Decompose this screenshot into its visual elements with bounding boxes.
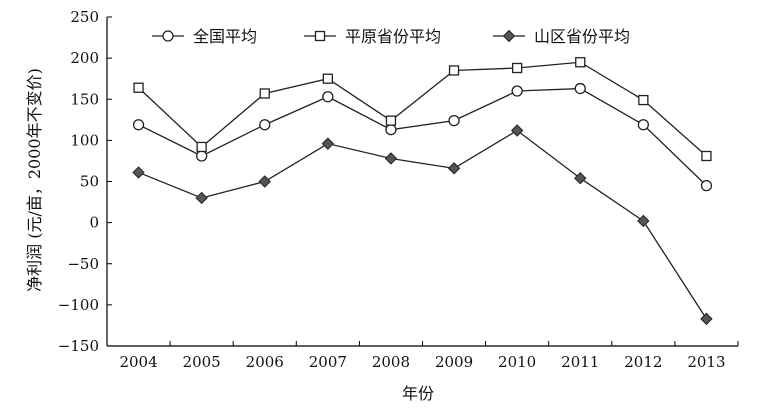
data-point (638, 94, 649, 106)
series-3 (132, 124, 713, 326)
data-point (322, 73, 334, 84)
x-tick-label: 2010 (498, 353, 536, 371)
data-point (385, 124, 397, 136)
data-point (511, 85, 523, 97)
legend: 全国平均 平原省份平均 山区省份平均 (152, 27, 630, 46)
x-axis-ticks: 2004 2005 2006 2007 2008 2009 2010 2011 2012 2013 (106, 341, 739, 371)
data-point (259, 119, 271, 131)
series-line (138, 129, 707, 320)
data-point (195, 191, 208, 205)
data-point (574, 172, 587, 185)
legend-marker (162, 30, 174, 42)
y-tick-label: −150 (58, 337, 99, 355)
y-tick-label: 200 (70, 49, 99, 67)
data-point (447, 162, 461, 175)
legend-marker (314, 30, 326, 42)
data-point (384, 152, 398, 165)
legend-item-1: 全国平均 (152, 27, 257, 46)
data-point (512, 62, 523, 74)
x-tick-label: 2011 (561, 353, 599, 371)
series-2 (133, 57, 712, 162)
legend-marker (502, 29, 516, 43)
y-tick-label: 150 (70, 90, 99, 108)
y-axis-title: 净利润 (元/亩，2000年不变价) (25, 68, 44, 292)
series-group (132, 57, 713, 326)
data-point (259, 88, 270, 99)
y-tick-label: 250 (70, 8, 99, 26)
y-tick-label: −50 (67, 255, 99, 273)
data-point (321, 137, 335, 150)
legend-label: 山区省份平均 (534, 27, 630, 46)
series-1 (132, 82, 713, 192)
x-tick-label: 2008 (372, 353, 410, 371)
data-point (700, 179, 713, 192)
data-point (637, 214, 650, 228)
data-point (637, 119, 649, 131)
data-point (132, 166, 145, 179)
data-point (385, 115, 397, 126)
legend-item-2: 平原省份平均 (304, 27, 441, 46)
x-tick-label: 2007 (309, 353, 347, 371)
data-point (133, 82, 144, 93)
data-point (196, 141, 207, 153)
y-tick-label: 100 (70, 131, 99, 149)
data-point (574, 82, 586, 95)
data-point (132, 119, 145, 131)
series-line (138, 61, 707, 157)
data-point (701, 150, 712, 162)
data-point (448, 114, 460, 127)
y-tick-label: −100 (58, 296, 99, 314)
data-point (510, 124, 524, 137)
legend-item-3: 山区省份平均 (493, 27, 630, 46)
data-point (195, 150, 208, 162)
series-line (138, 87, 707, 187)
x-tick-label: 2005 (183, 353, 221, 371)
legend-label: 平原省份平均 (345, 27, 441, 46)
x-tick-label: 2009 (435, 353, 473, 371)
data-point (448, 65, 460, 76)
data-point (322, 91, 334, 103)
y-tick-label: 0 (89, 214, 99, 232)
legend-label: 全国平均 (193, 27, 257, 46)
x-tick-label: 2012 (624, 353, 662, 371)
data-point (575, 57, 586, 68)
x-tick-label: 2013 (687, 353, 725, 371)
x-axis-title: 年份 (402, 384, 434, 403)
y-axis-ticks: 250 200 150 100 50 0 −50 −100 −150 (58, 8, 112, 355)
axes (106, 17, 738, 347)
data-point (258, 175, 271, 188)
x-tick-label: 2006 (246, 353, 284, 371)
x-tick-label: 2004 (119, 353, 157, 371)
data-point (700, 312, 713, 326)
y-tick-label: 50 (80, 173, 99, 191)
